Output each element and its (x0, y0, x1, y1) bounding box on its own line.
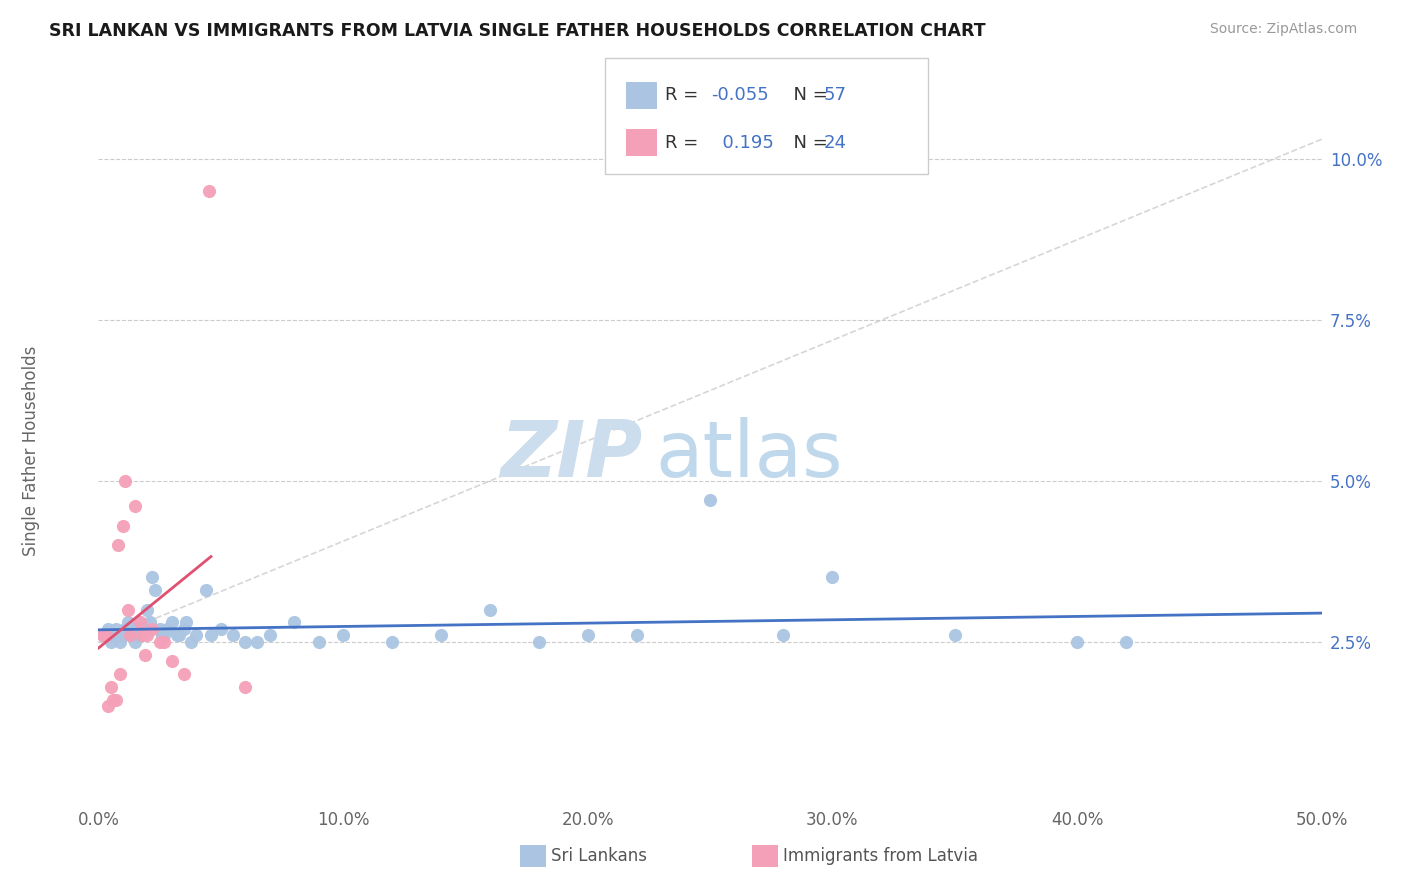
Point (104, 692, 127, 706)
Point (104, 628, 127, 642)
Point (124, 634, 146, 648)
Point (246, 634, 269, 648)
Point (111, 628, 134, 642)
Point (129, 615, 152, 630)
Text: N =: N = (782, 134, 834, 152)
Point (176, 615, 198, 630)
Text: ZIP: ZIP (501, 417, 643, 493)
Point (283, 615, 305, 630)
Point (166, 628, 188, 642)
Point (197, 184, 219, 198)
Point (120, 628, 142, 642)
Point (114, 474, 136, 488)
Text: R =: R = (665, 86, 704, 103)
Point (136, 628, 159, 642)
Point (114, 622, 136, 636)
Text: SRI LANKAN VS IMMIGRANTS FROM LATVIA SINGLE FATHER HOUSEHOLDS CORRELATION CHART: SRI LANKAN VS IMMIGRANTS FROM LATVIA SIN… (49, 22, 986, 40)
Text: Source: ZipAtlas.com: Source: ZipAtlas.com (1209, 22, 1357, 37)
Point (430, 628, 453, 642)
Point (626, 628, 648, 642)
Point (160, 615, 183, 630)
Point (100, 680, 122, 694)
Point (259, 628, 281, 642)
Point (97, 622, 120, 636)
Point (153, 634, 176, 648)
Point (134, 648, 156, 662)
Point (186, 628, 208, 642)
Point (222, 628, 245, 642)
Point (100, 628, 122, 642)
Point (94, 628, 117, 642)
Point (173, 667, 195, 681)
Point (110, 667, 132, 681)
Point (117, 602, 139, 616)
Point (101, 692, 124, 706)
Point (576, 628, 599, 642)
Point (150, 628, 173, 642)
Point (153, 628, 176, 642)
Point (136, 602, 159, 616)
Text: N =: N = (782, 86, 834, 103)
Point (97, 699, 120, 714)
Point (141, 570, 163, 584)
Point (1115, 634, 1137, 648)
Point (821, 570, 844, 584)
Point (104, 622, 127, 636)
Point (101, 628, 124, 642)
Text: Single Father Households: Single Father Households (22, 345, 39, 556)
Point (94, 628, 117, 642)
Text: R =: R = (665, 134, 704, 152)
Point (127, 628, 149, 642)
Point (111, 518, 134, 533)
Point (167, 628, 190, 642)
Point (308, 634, 330, 648)
Point (134, 622, 156, 636)
Point (195, 583, 218, 598)
Point (156, 622, 179, 636)
Point (91, 628, 114, 642)
Point (139, 615, 162, 630)
Text: -0.055: -0.055 (711, 86, 769, 103)
Point (160, 654, 183, 668)
Point (233, 680, 256, 694)
Point (131, 628, 153, 642)
Text: Sri Lankans: Sri Lankans (551, 847, 647, 865)
Text: Immigrants from Latvia: Immigrants from Latvia (783, 847, 979, 865)
Point (117, 615, 139, 630)
Point (180, 634, 202, 648)
Point (91, 628, 114, 642)
Point (233, 634, 256, 648)
Point (107, 538, 129, 552)
Point (141, 622, 163, 636)
Point (173, 622, 195, 636)
Point (209, 622, 232, 636)
Point (110, 634, 132, 648)
Point (200, 628, 222, 642)
Point (527, 634, 550, 648)
Point (943, 628, 966, 642)
Point (381, 634, 404, 648)
Point (100, 634, 122, 648)
Point (149, 634, 172, 648)
Point (143, 583, 166, 598)
Point (332, 628, 354, 642)
Point (1066, 634, 1088, 648)
Point (772, 628, 794, 642)
Text: 57: 57 (824, 86, 846, 103)
Point (478, 602, 501, 616)
Text: 0.195: 0.195 (711, 134, 775, 152)
Point (107, 628, 129, 642)
Text: 24: 24 (824, 134, 846, 152)
Text: atlas: atlas (655, 417, 842, 493)
Point (121, 622, 143, 636)
Point (149, 622, 172, 636)
Point (129, 615, 152, 630)
Point (120, 628, 142, 642)
Point (124, 500, 146, 514)
Point (131, 628, 153, 642)
Point (699, 493, 721, 508)
